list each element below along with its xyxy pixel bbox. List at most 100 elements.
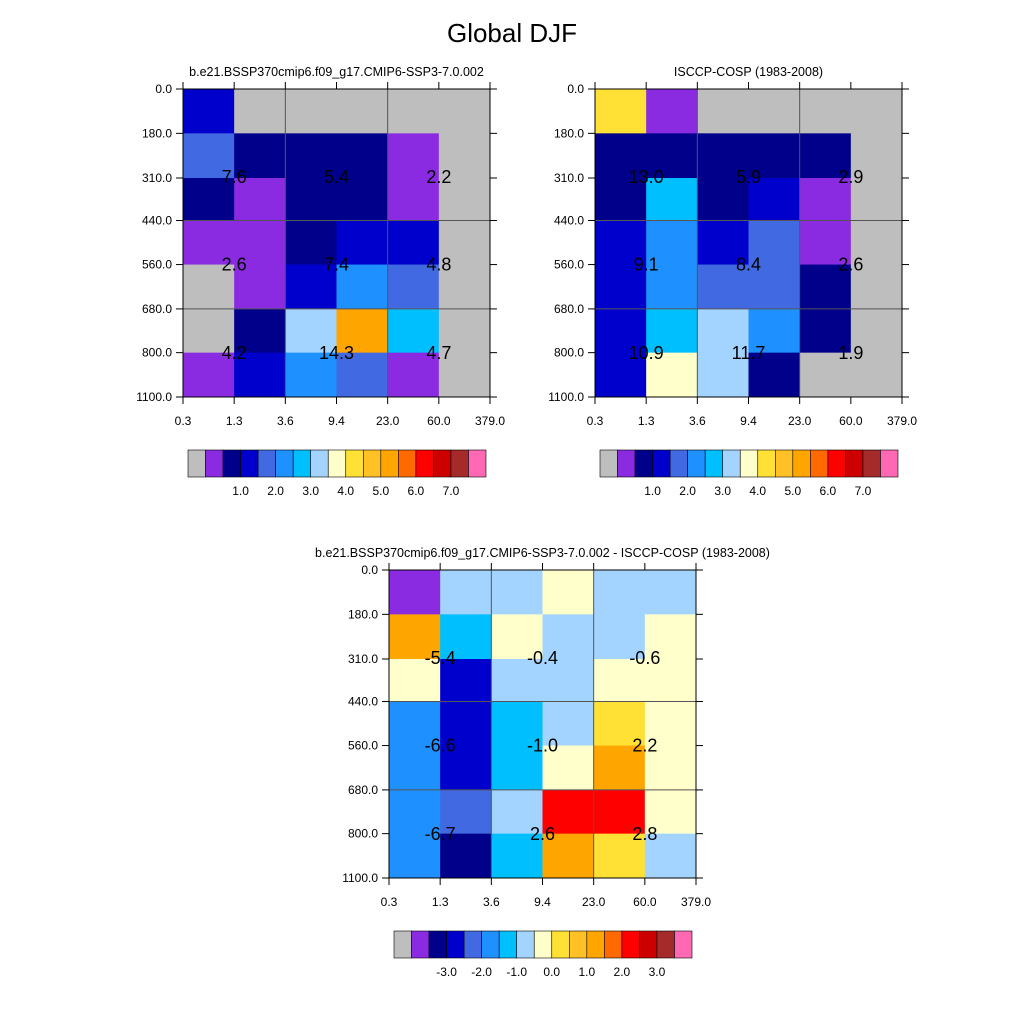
y-tick-label: 800.0: [554, 346, 584, 360]
heatmap-cell: [697, 264, 749, 310]
box-value-label: 5.4: [324, 167, 349, 187]
box-value-label: -6.6: [425, 736, 456, 756]
colorbar-swatch: [880, 449, 899, 478]
heatmap-cell: [644, 789, 697, 835]
heatmap-cell: [644, 570, 697, 615]
colorbar-swatch: [257, 449, 276, 478]
box-value-label: 10.9: [629, 343, 664, 363]
colorbar-label: 2.0: [614, 965, 631, 979]
heatmap-cell: [389, 659, 441, 702]
x-tick-label: 1.3: [638, 414, 655, 428]
heatmap-cell: [593, 659, 646, 702]
heatmap-cell: [438, 133, 491, 179]
colorbar-swatch: [362, 449, 382, 478]
heatmap-cell: [389, 570, 441, 615]
heatmap-cell: [748, 220, 801, 265]
heatmap-cell: [850, 220, 903, 265]
heatmap-cell: [748, 308, 801, 354]
box-value-label: 7.6: [222, 167, 247, 187]
x-tick-label: 379.0: [681, 895, 711, 909]
colorbar-swatch: [310, 449, 329, 478]
heatmap-cell: [491, 701, 543, 746]
colorbar-swatch: [604, 930, 623, 959]
colorbar-swatch: [450, 449, 469, 478]
colorbar-swatch: [411, 930, 430, 959]
box-value-label: 13.0: [629, 167, 664, 187]
colorbar-label: -1.0: [506, 965, 527, 979]
heatmap-cell: [595, 89, 647, 134]
box-value-label: -0.6: [629, 648, 660, 668]
x-tick-label: 0.3: [381, 895, 398, 909]
heatmap-cell: [183, 89, 235, 134]
y-tick-label: 0.0: [155, 82, 172, 96]
heatmap-cell: [183, 352, 235, 398]
heatmap-cell: [234, 178, 286, 221]
colorbar-label: 1.0: [232, 484, 249, 498]
colorbar-label: 7.0: [443, 484, 460, 498]
colorbar-swatch: [428, 930, 447, 959]
heatmap-cell: [748, 264, 801, 310]
heatmap-cell: [542, 833, 595, 879]
colorbar-label: 5.0: [372, 484, 389, 498]
y-tick-label: 800.0: [348, 827, 378, 841]
heatmap-cell: [389, 789, 441, 835]
box-value-label: 4.7: [426, 343, 451, 363]
box-value-label: 9.1: [634, 255, 659, 275]
x-tick-label: 1.3: [226, 414, 243, 428]
colorbar-swatch: [617, 449, 636, 478]
heatmap-cell: [542, 570, 595, 615]
heatmap-cell: [697, 220, 749, 265]
box-value-label: 2.2: [632, 736, 657, 756]
heatmap-cell: [183, 264, 235, 310]
heatmap-cell: [183, 133, 235, 179]
y-tick-label: 180.0: [554, 126, 584, 140]
heatmap-cell: [697, 133, 749, 179]
colorbar-swatch: [845, 449, 864, 478]
x-tick-label: 9.4: [740, 414, 757, 428]
heatmap-cell: [285, 220, 337, 265]
colorbar-label: 6.0: [408, 484, 425, 498]
colorbar-swatch: [568, 930, 588, 959]
box-value-label: 7.4: [324, 255, 349, 275]
heatmap-cell: [440, 659, 492, 702]
x-tick-label: 3.6: [483, 895, 500, 909]
heatmap-cell: [491, 659, 543, 702]
colorbar-swatch: [433, 449, 452, 478]
colorbar-swatch: [656, 930, 675, 959]
heatmap-cell: [850, 133, 903, 179]
heatmap-panel-3: b.e21.BSSP370cmip6.f09_g17.CMIP6-SSP3-7.…: [315, 546, 770, 979]
y-tick-label: 0.0: [361, 563, 378, 577]
colorbar-swatch: [463, 930, 482, 959]
y-tick-label: 440.0: [142, 214, 172, 228]
heatmap-cell: [336, 352, 389, 398]
heatmap-cell: [438, 89, 491, 134]
heatmap-cell: [850, 308, 903, 354]
colorbar-swatch: [222, 449, 241, 478]
colorbar-label: 1.0: [644, 484, 661, 498]
heatmap-cell: [438, 264, 491, 310]
heatmap-cell: [387, 264, 440, 310]
heatmap-cell: [183, 178, 235, 221]
y-tick-label: 1100.0: [136, 390, 172, 404]
heatmap-cell: [234, 308, 286, 354]
colorbar-label: 6.0: [820, 484, 837, 498]
x-tick-label: 379.0: [887, 414, 917, 428]
heatmap-cell: [646, 178, 698, 221]
colorbar-swatch: [792, 449, 811, 478]
heatmap-cell: [336, 220, 389, 265]
heatmap-cell: [438, 220, 491, 265]
y-tick-label: 440.0: [554, 214, 584, 228]
box-value-label: -0.4: [527, 648, 558, 668]
heatmap-cell: [850, 89, 903, 134]
colorbar-swatch: [398, 449, 417, 478]
heatmap-cell: [387, 352, 440, 398]
heatmap-cell: [593, 701, 646, 746]
colorbar-swatch: [345, 449, 364, 478]
colorbar-swatch: [774, 449, 794, 478]
heatmap-cell: [850, 264, 903, 310]
box-value-label: 2.9: [838, 167, 863, 187]
heatmap-cell: [799, 352, 852, 398]
y-tick-label: 800.0: [142, 346, 172, 360]
colorbar-swatch: [468, 449, 487, 478]
colorbar-swatch: [586, 930, 605, 959]
